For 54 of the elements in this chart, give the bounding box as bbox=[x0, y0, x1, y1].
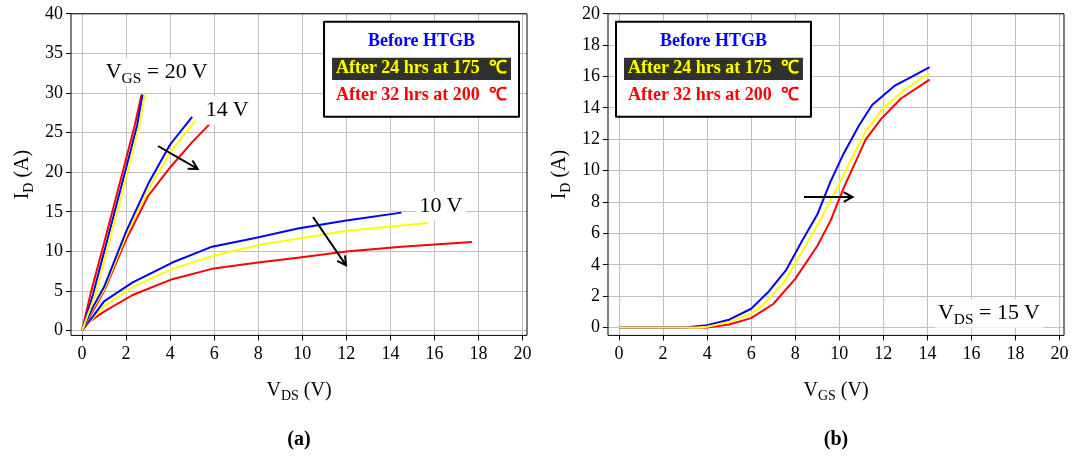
x-tick-label: 6 bbox=[746, 342, 756, 363]
y-tick-label: 10 bbox=[582, 159, 600, 180]
y-axis-title: ID (A) bbox=[10, 149, 36, 200]
y-axis-title: ID (A) bbox=[547, 149, 573, 200]
x-tick-label: 8 bbox=[253, 342, 263, 363]
y-tick-label: 0 bbox=[591, 316, 600, 337]
x-tick-label: 2 bbox=[121, 342, 131, 363]
annotation: 14 V bbox=[205, 96, 249, 122]
text: After 32 hrs at 200 ℃ bbox=[628, 84, 799, 105]
x-tick-label: 18 bbox=[1006, 342, 1025, 363]
text: Before HTGB bbox=[367, 30, 476, 51]
y-tick-label: 20 bbox=[582, 2, 600, 23]
text: Before HTGB bbox=[659, 30, 768, 51]
y-tick-label: 5 bbox=[54, 279, 63, 300]
x-tick-label: 2 bbox=[658, 342, 668, 363]
y-tick-label: 16 bbox=[582, 65, 600, 86]
text: (b) bbox=[823, 427, 849, 451]
x-tick-label: 20 bbox=[513, 342, 532, 363]
x-tick-label: 14 bbox=[918, 342, 937, 363]
y-tick-label: 30 bbox=[45, 81, 63, 102]
text: After 32 hrs at 200 ℃ bbox=[336, 84, 507, 105]
y-tick-label: 35 bbox=[45, 42, 63, 63]
y-tick-label: 25 bbox=[45, 121, 63, 142]
y-tick-label: 40 bbox=[45, 2, 63, 23]
x-tick-label: 14 bbox=[381, 342, 400, 363]
x-tick-label: 16 bbox=[962, 342, 981, 363]
y-tick-label: 4 bbox=[591, 253, 600, 274]
y-tick-label: 6 bbox=[591, 222, 600, 243]
x-tick-label: 4 bbox=[702, 342, 712, 363]
x-tick-label: 12 bbox=[337, 342, 356, 363]
x-tick-label: 4 bbox=[165, 342, 175, 363]
y-tick-label: 15 bbox=[45, 200, 63, 221]
x-tick-label: 16 bbox=[425, 342, 444, 363]
x-tick-label: 12 bbox=[874, 342, 893, 363]
x-tick-label: 20 bbox=[1050, 342, 1069, 363]
y-tick-label: 20 bbox=[45, 160, 63, 181]
y-tick-label: 18 bbox=[582, 33, 600, 54]
x-tick-label: 0 bbox=[77, 342, 87, 363]
x-tick-label: 6 bbox=[209, 342, 219, 363]
y-tick-label: 12 bbox=[582, 128, 600, 149]
x-tick-label: 10 bbox=[293, 342, 312, 363]
y-tick-label: 0 bbox=[54, 319, 63, 340]
text: After 24 hrs at 175 ℃ bbox=[628, 57, 799, 78]
y-tick-label: 10 bbox=[45, 240, 63, 261]
y-tick-label: 8 bbox=[591, 190, 600, 211]
x-tick-label: 10 bbox=[830, 342, 849, 363]
annotation: 10 V bbox=[419, 192, 463, 218]
x-tick-label: 8 bbox=[790, 342, 800, 363]
text: After 24 hrs at 175 ℃ bbox=[336, 57, 507, 78]
x-tick-label: 18 bbox=[469, 342, 488, 363]
x-tick-label: 0 bbox=[614, 342, 624, 363]
y-tick-label: 14 bbox=[582, 96, 600, 117]
text: (a) bbox=[287, 427, 311, 451]
y-tick-label: 2 bbox=[591, 284, 600, 305]
